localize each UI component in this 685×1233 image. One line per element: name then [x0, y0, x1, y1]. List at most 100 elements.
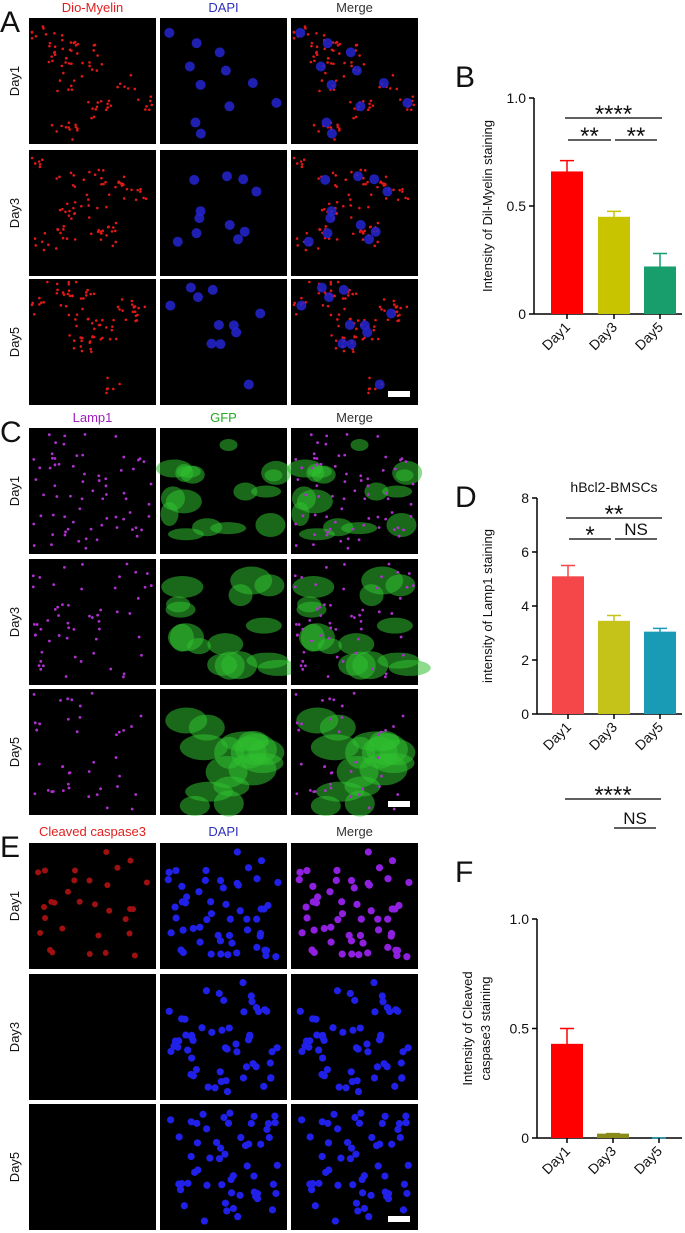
nucleus [323, 1065, 331, 1074]
stain-dot [128, 511, 132, 514]
stain-dot [64, 675, 68, 678]
nucleus [398, 1074, 406, 1082]
stain-dot [106, 106, 109, 109]
nucleus [327, 923, 335, 931]
nucleus [203, 1181, 211, 1189]
stain-dot [373, 244, 377, 248]
stain-dot [67, 626, 71, 630]
stain-dot [318, 228, 322, 232]
stain-dot [64, 530, 67, 534]
stain-dot [136, 188, 139, 192]
stain-dot [399, 98, 402, 101]
stain-dot [409, 502, 413, 506]
nucleus [189, 174, 200, 185]
stain-dot [62, 71, 65, 75]
stain-dot [67, 313, 71, 317]
stain-dot [33, 792, 37, 796]
nucleus [213, 319, 224, 330]
stain-dot [383, 309, 386, 312]
error-bar [653, 252, 667, 281]
stain-dot [376, 240, 380, 244]
stain-dot [81, 336, 84, 340]
nucleus [315, 61, 326, 72]
nucleus [339, 1028, 347, 1036]
nucleus [310, 948, 318, 957]
nucleus [253, 875, 261, 883]
stain-dot [56, 605, 60, 609]
stain-dot [37, 160, 41, 163]
stain-dot [42, 301, 45, 304]
nucleus [256, 932, 264, 940]
gfp-cell [165, 489, 202, 514]
stain-dot [37, 664, 41, 668]
nucleus [261, 946, 269, 954]
stain-dot [91, 489, 95, 493]
stain-dot [138, 457, 142, 461]
stain-dot [61, 47, 65, 51]
stain-dot [122, 517, 126, 521]
x-tick-label: Day5 [632, 719, 667, 754]
stain-dot [98, 323, 102, 327]
stain-dot [88, 341, 92, 345]
stain-dot [293, 574, 297, 578]
stain-dot [396, 793, 400, 796]
stain-dot [65, 237, 69, 240]
y-tick-label: 0.5 [507, 198, 527, 214]
stain-dot [71, 464, 75, 468]
nucleus [217, 1078, 225, 1086]
stain-dot [95, 932, 102, 939]
stain-dot [325, 533, 329, 537]
stain-dot [297, 728, 301, 732]
stain-dot [92, 115, 96, 119]
stain-dot [122, 197, 126, 200]
stain-dot [104, 108, 108, 112]
stain-dot [359, 627, 363, 631]
stain-dot [294, 522, 298, 526]
gfp-cell [292, 575, 335, 598]
y-tick-label: 2 [521, 652, 529, 668]
stain-dot [100, 176, 103, 180]
nucleus [245, 1140, 253, 1148]
gfp-cell [338, 653, 369, 676]
stain-dot [329, 126, 333, 129]
stain-dot [139, 190, 142, 193]
stain-dot [97, 627, 101, 631]
stain-dot [296, 633, 299, 637]
stain-dot [149, 482, 153, 486]
nucleus [338, 910, 347, 918]
nucleus [329, 1024, 337, 1032]
stain-dot [83, 472, 86, 476]
stain-dot [64, 125, 68, 129]
nucleus [375, 864, 384, 872]
stain-dot [58, 79, 62, 82]
stain-dot [320, 208, 324, 212]
stain-dot [53, 607, 57, 611]
panel-letter: E [0, 831, 20, 864]
stain-dot [59, 304, 63, 307]
stain-dot [74, 318, 77, 321]
stain-dot [67, 603, 70, 607]
stain-dot [409, 514, 413, 518]
stain-dot [333, 464, 337, 468]
stain-dot [67, 121, 71, 124]
stain-dot [55, 291, 59, 295]
stain-dot [122, 455, 126, 459]
nucleus [172, 866, 180, 875]
stain-dot [90, 350, 93, 354]
stain-dot [326, 530, 329, 534]
gfp-cell [230, 566, 273, 595]
stain-dot [350, 61, 353, 64]
stain-dot [368, 387, 372, 390]
nucleus [204, 1083, 212, 1091]
stain-dot [55, 282, 59, 286]
stain-dot [347, 193, 351, 197]
nucleus [347, 1068, 355, 1076]
nucleus [330, 1110, 338, 1118]
stain-dot [301, 627, 305, 631]
stain-dot [48, 466, 52, 470]
nucleus [324, 1139, 333, 1147]
stain-dot [399, 306, 402, 310]
stain-dot [122, 491, 126, 495]
stain-dot [66, 717, 70, 721]
stain-dot [310, 41, 314, 45]
